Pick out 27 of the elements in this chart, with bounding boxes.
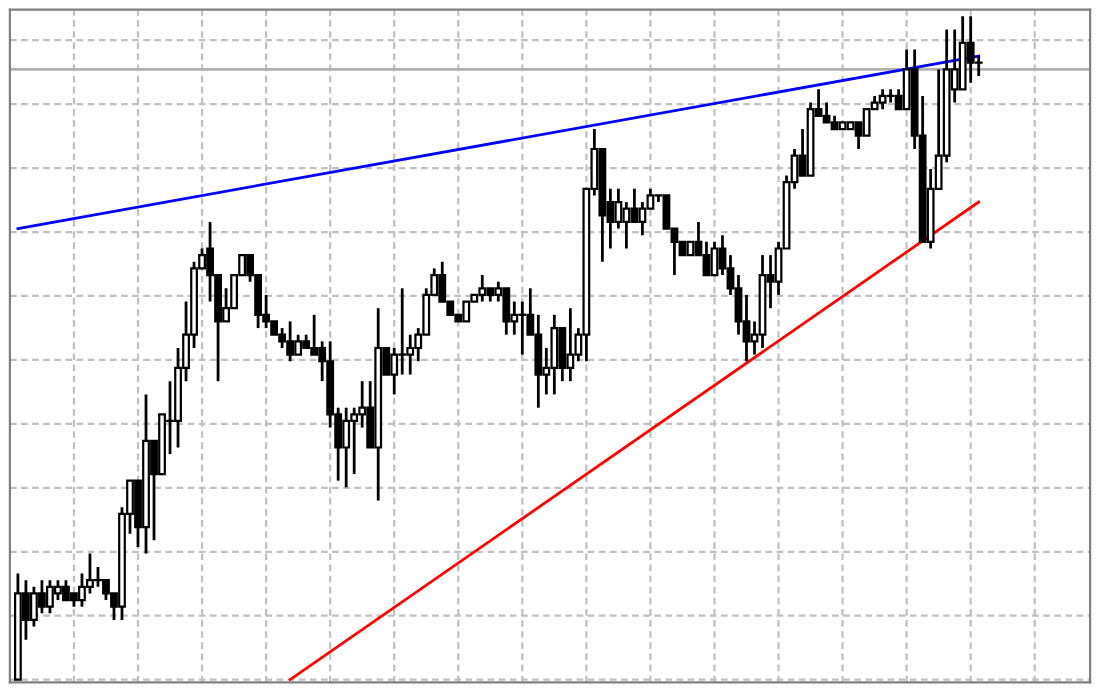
candlestick bbox=[54, 578, 62, 602]
candlestick bbox=[622, 200, 631, 250]
candlestick bbox=[38, 578, 46, 615]
candlestick bbox=[462, 300, 471, 323]
candlestick bbox=[630, 187, 639, 224]
candlestick bbox=[886, 87, 895, 104]
candlestick bbox=[878, 87, 887, 111]
candlestick bbox=[94, 565, 102, 589]
candlestick bbox=[702, 240, 711, 277]
candlestick bbox=[862, 108, 871, 137]
candlestick bbox=[502, 286, 511, 337]
candlestick bbox=[710, 240, 719, 277]
candlestick bbox=[478, 273, 487, 303]
candlestick bbox=[566, 306, 575, 383]
candlestick bbox=[550, 313, 559, 396]
candlestick bbox=[518, 300, 527, 357]
candlestick bbox=[342, 406, 351, 489]
candlestick bbox=[294, 333, 303, 357]
candlestick bbox=[30, 585, 38, 628]
candlestick bbox=[534, 313, 543, 410]
candlestick bbox=[822, 101, 831, 124]
candlestick bbox=[286, 320, 295, 363]
candlestick bbox=[638, 200, 647, 237]
candlestick bbox=[966, 14, 975, 85]
candlestick bbox=[46, 578, 54, 615]
candlestick bbox=[62, 578, 70, 602]
candlestick bbox=[310, 313, 319, 357]
